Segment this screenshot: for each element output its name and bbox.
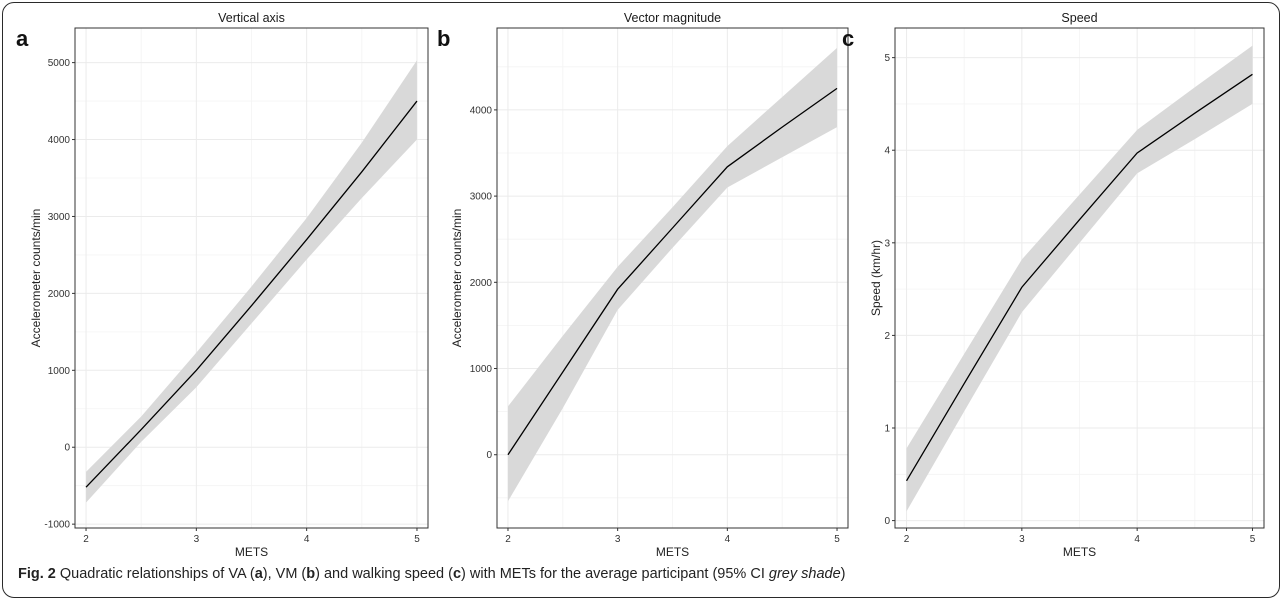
caption-text-2: ), VM ( xyxy=(262,566,307,582)
figure-label: Fig. 2 xyxy=(18,566,56,582)
panel-letter: a xyxy=(16,26,29,51)
y-tick-label: 1000 xyxy=(470,364,493,375)
caption-ref-b: b xyxy=(306,566,316,582)
y-tick-label: 4000 xyxy=(48,135,71,146)
y-tick-label: 0 xyxy=(884,516,890,527)
caption-ref-c: c xyxy=(452,566,462,582)
x-tick-label: 2 xyxy=(83,534,89,545)
x-axis-label: METS xyxy=(656,545,689,559)
panel-title: Vector magnitude xyxy=(624,11,721,25)
caption-text-4: ) with METs for the average participant … xyxy=(461,566,769,582)
fitted-line xyxy=(85,100,418,488)
x-tick-label: 3 xyxy=(194,534,200,545)
caption-text-3: ) and walking speed ( xyxy=(315,566,453,582)
y-tick-label: 1 xyxy=(884,424,890,435)
ci-band xyxy=(906,45,1253,512)
x-axis-label: METS xyxy=(1063,545,1096,559)
x-tick-label: 5 xyxy=(1250,534,1256,545)
caption-text-5: ) xyxy=(840,566,846,582)
x-tick-label: 4 xyxy=(304,534,310,545)
panel-letter: c xyxy=(842,26,854,51)
x-tick-label: 5 xyxy=(414,534,420,545)
y-tick-label: -1000 xyxy=(44,520,70,531)
fitted-line xyxy=(905,73,1253,482)
x-tick-label: 4 xyxy=(725,534,731,545)
x-axis-label: METS xyxy=(235,545,268,559)
panel-border xyxy=(74,27,429,529)
y-tick-label: 5000 xyxy=(48,58,71,69)
x-tick-label: 4 xyxy=(1134,534,1140,545)
y-tick-label: 3000 xyxy=(48,212,71,223)
panel-a: 2 3 4 5 -1000 0 1000 2000 3000 4000 5000 a Vertical … xyxy=(16,11,429,559)
y-tick-label: 3 xyxy=(884,238,890,249)
y-tick-label: 3000 xyxy=(470,192,493,203)
caption-italic: grey shade xyxy=(768,566,841,582)
y-tick-label: 4000 xyxy=(470,105,493,116)
y-tick-label: 2000 xyxy=(48,289,71,300)
panel-c: 2 3 4 5 0 1 2 3 4 5 c Speed METS Speed (km/hr) xyxy=(842,11,1265,559)
panel-title: Speed xyxy=(1061,11,1097,25)
y-axis-label: Speed (km/hr) xyxy=(869,240,883,316)
ci-band xyxy=(86,60,417,503)
x-tick-label: 3 xyxy=(1019,534,1025,545)
caption-ref-a: a xyxy=(254,566,263,582)
x-tick-label: 3 xyxy=(615,534,621,545)
x-tick-label: 2 xyxy=(904,534,910,545)
panel-title: Vertical axis xyxy=(218,11,285,25)
y-tick-label: 5 xyxy=(884,53,890,64)
y-axis-label: Accelerometer counts/min xyxy=(450,209,464,348)
y-tick-label: 2 xyxy=(884,331,890,342)
panel-letter: b xyxy=(437,26,450,51)
panel-border xyxy=(496,27,849,529)
y-tick-label: 0 xyxy=(64,443,70,454)
ci-band xyxy=(507,47,838,502)
panel-b: 2 3 4 5 0 1000 2000 3000 4000 b Vector magnitude ME… xyxy=(437,11,849,559)
figure-caption: Fig. 2 Quadratic relationships of VA (a)… xyxy=(18,566,1268,582)
y-tick-label: 2000 xyxy=(470,278,493,289)
y-axis-label: Accelerometer counts/min xyxy=(29,209,43,348)
fitted-line xyxy=(507,87,838,456)
caption-text-1: Quadratic relationships of VA ( xyxy=(55,566,255,582)
y-tick-label: 0 xyxy=(486,450,492,461)
y-tick-label: 4 xyxy=(884,146,890,157)
y-tick-label: 1000 xyxy=(48,366,71,377)
x-tick-label: 5 xyxy=(834,534,840,545)
x-tick-label: 2 xyxy=(505,534,511,545)
panel-border xyxy=(894,27,1265,529)
